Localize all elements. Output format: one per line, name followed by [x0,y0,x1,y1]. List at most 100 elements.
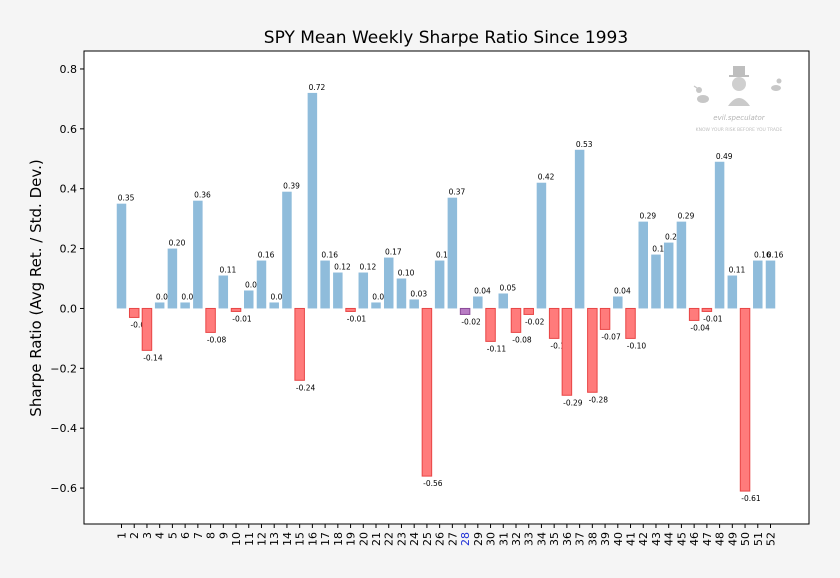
x-tick-label: 51 [752,532,765,546]
bar-value-label: -0.02 [525,317,545,326]
bar-week-45 [676,221,687,309]
watermark-logo: evil.speculator KNOW YOUR RISK BEFORE YO… [693,66,782,133]
x-tick-label: 30 [485,532,498,546]
bar-week-40 [613,296,623,309]
bar-week-47 [701,307,713,312]
x-tick-label: 37 [574,532,587,546]
bar-value-label: 0.72 [309,83,326,92]
bar-week-18 [333,272,343,309]
bar-value-label: 0.04 [474,286,491,295]
bar-value-label: 0.42 [538,173,555,182]
y-tick-label: 0.0 [60,302,78,315]
bar-value-label: 0.10 [398,269,415,278]
bar-value-label: 0.16 [321,251,338,260]
bar-value-label: -0.10 [550,341,570,350]
plot-frame [83,50,810,525]
bar-value-label: 0.39 [283,182,300,191]
x-tick-label: 19 [345,532,358,546]
y-tick-label: 0.8 [60,63,78,76]
bar-value-label: 0.16 [754,251,771,260]
bars: 0.35 -0.03 -0.14 0.02 0.20 0.02 0.36 -0.08 0.11 -… [116,83,784,503]
bar-week-30 [485,307,496,342]
x-tick-label: 41 [625,532,638,546]
x-tick-label: 44 [663,532,676,546]
bar-value-label: 0.16 [258,251,275,260]
x-tick-label: 25 [421,532,434,546]
x-tick-label: 1 [116,532,129,539]
bar-week-4 [154,302,165,309]
x-tick-label: 6 [179,532,192,539]
x-tick-label: 3 [141,532,154,539]
bar-value-label: -0.01 [232,314,252,323]
y-tick-label: 0.6 [60,123,78,136]
bar-week-6 [180,302,190,309]
bar-week-9 [218,275,229,309]
bar-week-36 [561,307,573,396]
x-tick-label: 39 [599,532,612,546]
bar-week-26 [434,260,445,309]
bar-week-15 [294,307,305,381]
bar-value-label: 0.29 [639,212,656,221]
y-tick-label: −0.2 [50,362,77,375]
bar-week-33 [523,307,534,315]
x-tick-label: 2 [128,532,141,539]
bar-week-39 [599,307,611,330]
bar-value-label: 0.16 [767,251,784,260]
x-tick-label: 38 [586,532,599,546]
x-tick-label: 7 [192,532,205,539]
y-tick-label: −0.6 [50,482,77,495]
bar-week-3 [141,307,153,351]
x-tick-label: 33 [523,532,536,546]
bar-week-24 [409,299,419,309]
y-tick-label: −0.4 [50,422,77,435]
bar-value-label: 0.53 [576,140,593,149]
bar-week-13 [269,302,279,309]
bar-week-37 [574,149,585,309]
bar-value-label: 0.11 [729,266,746,275]
x-tick-label: 31 [497,532,510,546]
bar-week-46 [688,307,700,321]
bar-week-20 [358,272,369,309]
bar-value-label: 0.02 [372,292,389,301]
bar-week-41 [625,307,636,339]
bar-week-28 [459,307,471,315]
x-tick-label: 21 [370,532,383,546]
bar-value-label: 0.16 [436,251,453,260]
bar-week-38 [587,307,598,393]
x-tick-label: 23 [395,532,408,546]
bar-value-label: 0.03 [410,289,427,298]
bar-week-27 [447,197,458,309]
bar-week-5 [167,248,178,309]
x-tick-label: 43 [650,532,663,546]
bar-value-label: -0.61 [741,494,761,503]
x-tick-label: 13 [268,532,281,546]
x-tick-label: 12 [255,532,268,546]
x-tick-label: 24 [408,532,421,546]
bar-week-19 [345,307,356,312]
x-tick-label: 28 [459,532,472,546]
y-axis: −0.6 −0.4 −0.2 0.0 0.2 0.4 0.6 0.8 [50,63,84,495]
y-tick-label: 0.2 [60,243,78,256]
bar-value-label: 0.06 [245,280,262,289]
bar-value-label: 0.29 [678,212,695,221]
bar-week-14 [282,191,292,309]
x-tick-label: 18 [332,532,345,546]
x-tick-label: 27 [446,532,459,546]
bar-value-label: 0.11 [220,266,237,275]
duck-right-icon [771,78,782,91]
x-tick-label: 34 [535,532,548,546]
plot-area [84,51,809,524]
bar-week-42 [638,221,648,309]
bar-week-10 [230,307,242,312]
bar-value-label: 0.02 [181,292,198,301]
bar-week-21 [371,302,381,309]
x-tick-label: 32 [510,532,523,546]
bar-week-7 [193,200,203,309]
x-tick-label: 20 [357,532,370,546]
x-tick-label: 42 [637,532,650,546]
bar-value-label: 0.05 [500,283,517,292]
bar-week-8 [205,307,216,333]
bar-week-32 [510,307,522,333]
bar-week-35 [548,307,560,339]
